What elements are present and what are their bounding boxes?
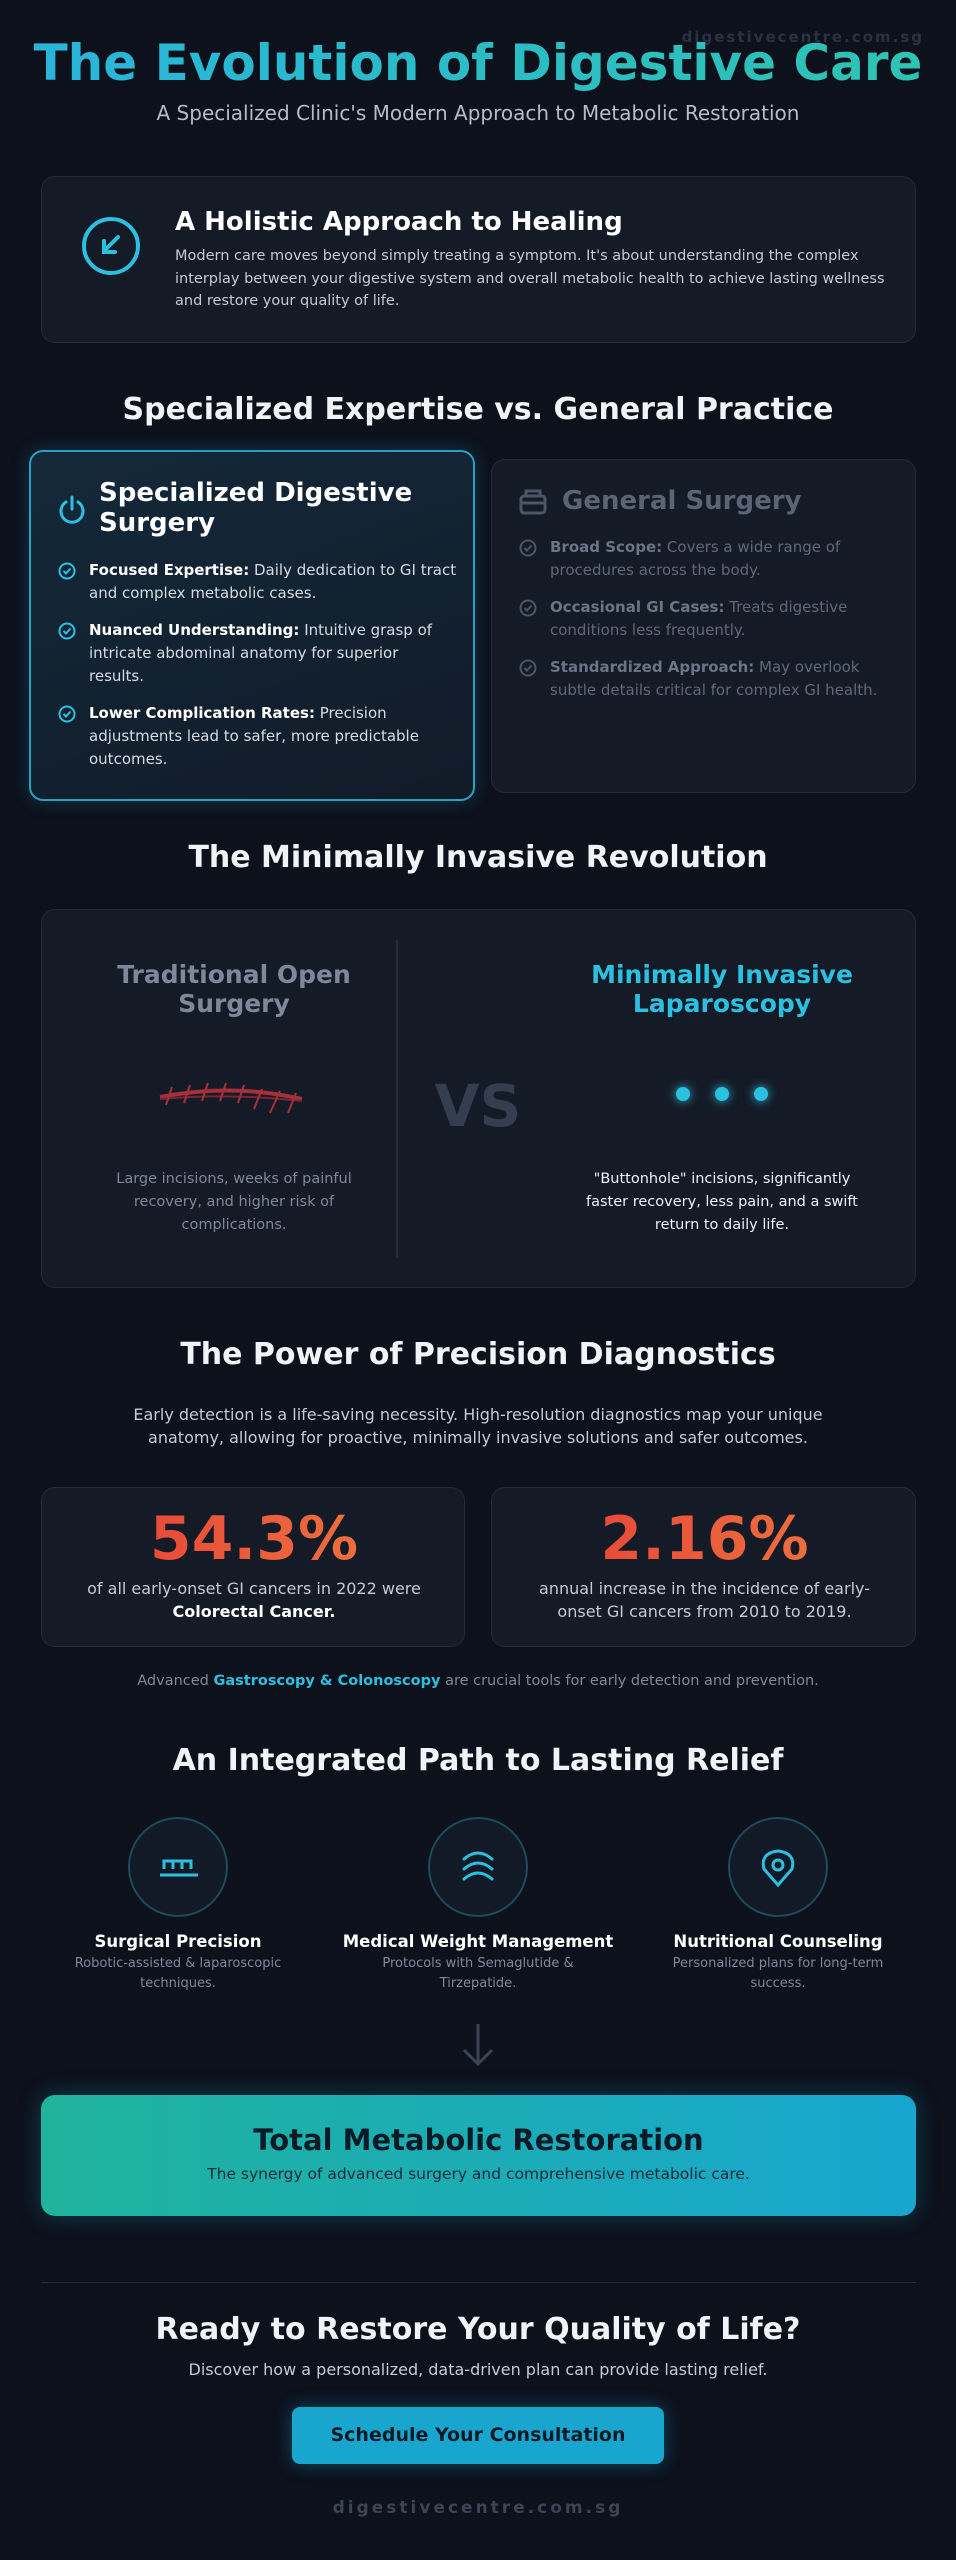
watermark: digestivecentre.com.sg — [682, 28, 924, 46]
item-text: Broad Scope: Covers a wide range of proc… — [550, 536, 898, 582]
item-text: Occasional GI Cases: Treats digestive co… — [550, 596, 898, 642]
item-label: Lower Complication Rates: — [89, 704, 315, 722]
step-icon — [128, 1817, 228, 1917]
port-icon — [676, 1087, 768, 1101]
icon — [519, 489, 547, 515]
step-text: Protocols with Semaglutide & Tirzepatide… — [382, 1956, 574, 1991]
section-title: An Integrated Path to Lasting Relief — [172, 1743, 784, 1778]
step-text: Robotic-assisted & laparoscopic techniqu… — [74, 1956, 282, 1991]
check-icon — [58, 622, 76, 640]
step-icon — [728, 1817, 828, 1917]
item-text: Standardized Approach: May overlook subt… — [550, 656, 898, 702]
vs: VS — [434, 1072, 522, 1140]
trad-text: Large incisions, weeks of painful recove… — [116, 1171, 352, 1233]
divider — [396, 940, 398, 1258]
footer: digestivecentre.com.sg — [332, 2498, 624, 2518]
item-label: Broad Scope: — [550, 538, 663, 556]
compare-card: Traditional Open Surgery Large incisions… — [41, 909, 916, 1288]
stat-card: 2.16% annual increase in the incidence o… — [491, 1487, 916, 1647]
item-desc: May overlook subtle details critical for… — [550, 658, 878, 699]
list-item: Nuanced Understanding: Intuitive grasp o… — [57, 619, 457, 688]
card-title: General Surgery — [562, 486, 802, 516]
stat-text: of all early-onset GI cancers in 2022 we… — [72, 1577, 436, 1623]
diag-text: Early detection is a life-saving necessi… — [133, 1405, 823, 1447]
item-desc: Covers a wide range of procedures across… — [550, 538, 841, 579]
item-text: Lower Complication Rates: Precision adju… — [89, 702, 457, 771]
item-desc: Intuitive grasp of intricate abdominal a… — [89, 621, 433, 685]
icon — [82, 217, 140, 275]
title: The Evolution of Digestive Care — [0, 34, 956, 92]
item-label: Nuanced Understanding: — [89, 621, 300, 639]
note: Advanced Gastroscopy & Colonoscopy are c… — [0, 1673, 956, 1689]
incision-icon — [159, 1082, 303, 1114]
list-item: Standardized Approach: May overlook subt… — [518, 656, 898, 702]
trad-title: Traditional Open Surgery — [117, 960, 351, 1018]
stat-text: annual increase in the incidence of earl… — [539, 1579, 870, 1621]
step-text: Personalized plans for long-term success… — [672, 1956, 884, 1991]
arrow — [462, 2024, 494, 2067]
list-item: Occasional GI Cases: Treats digestive co… — [518, 596, 898, 642]
item-text: Focused Expertise: Daily dedication to G… — [89, 559, 457, 605]
card-title: Specialized Digestive Surgery — [99, 478, 413, 538]
check-icon — [519, 539, 537, 557]
lap-text: "Buttonhole" incisions, significantly fa… — [586, 1171, 858, 1233]
stat-card: 54.3% of all early-onset GI cancers in 2… — [41, 1487, 465, 1647]
list-item: Broad Scope: Covers a wide range of proc… — [518, 536, 898, 582]
strong: Colorectal Cancer. — [172, 1602, 336, 1621]
list-item: Focused Expertise: Daily dedication to G… — [57, 559, 457, 605]
check-icon — [58, 705, 76, 723]
check-icon — [519, 659, 537, 677]
step-title: Medical Weight Management — [342, 1932, 614, 1951]
result-card: Total Metabolic Restoration The synergy … — [41, 2095, 916, 2216]
text: of all early-onset GI cancers in 2022 we… — [87, 1579, 421, 1598]
separator — [41, 2282, 916, 2283]
check-icon — [58, 562, 76, 580]
card-title: A Holistic Approach to Healing — [175, 207, 623, 237]
item-desc: Precision adjustments lead to safer, mor… — [89, 704, 419, 768]
text: Advanced — [137, 1673, 209, 1689]
specialized-card: Specialized Digestive Surgery Focused Ex… — [29, 450, 475, 801]
check-icon — [519, 599, 537, 617]
holistic-card: A Holistic Approach to Healing Modern ca… — [41, 176, 916, 343]
step-icon — [428, 1817, 528, 1917]
cta-text: Discover how a personalized, data-driven… — [188, 2360, 768, 2379]
step-title: Surgical Precision — [94, 1932, 262, 1951]
item-label: Focused Expertise: — [89, 561, 250, 579]
card-text: Modern care moves beyond simply treating… — [175, 248, 885, 309]
list-item: Lower Complication Rates: Precision adju… — [57, 702, 457, 771]
lap-title: Minimally Invasive Laparoscopy — [591, 960, 853, 1018]
highlight: Gastroscopy & Colonoscopy — [213, 1673, 441, 1689]
general-card: General Surgery Broad Scope: Covers a wi… — [491, 459, 916, 793]
item-desc: Treats digestive conditions less frequen… — [550, 598, 848, 639]
section-title: The Minimally Invasive Revolution — [188, 840, 768, 875]
section-title: Specialized Expertise vs. General Practi… — [122, 392, 834, 427]
item-label: Occasional GI Cases: — [550, 598, 725, 616]
result-title: Total Metabolic Restoration — [253, 2123, 704, 2157]
stat-value: 54.3% — [42, 1504, 466, 1574]
cta-button[interactable]: Schedule Your Consultation — [292, 2407, 664, 2464]
result-text: The synergy of advanced surgery and comp… — [207, 2165, 750, 2183]
cta-title: Ready to Restore Your Quality of Life? — [155, 2312, 801, 2347]
icon — [59, 495, 85, 524]
item-text: Nuanced Understanding: Intuitive grasp o… — [89, 619, 457, 688]
stat-value: 2.16% — [492, 1504, 917, 1574]
subtitle: A Specialized Clinic's Modern Approach t… — [156, 101, 800, 125]
text: are crucial tools for early detection an… — [445, 1673, 819, 1689]
section-title: The Power of Precision Diagnostics — [180, 1337, 776, 1372]
item-desc: Daily dedication to GI tract and complex… — [89, 561, 457, 602]
step-title: Nutritional Counseling — [673, 1932, 883, 1951]
item-label: Standardized Approach: — [550, 658, 755, 676]
